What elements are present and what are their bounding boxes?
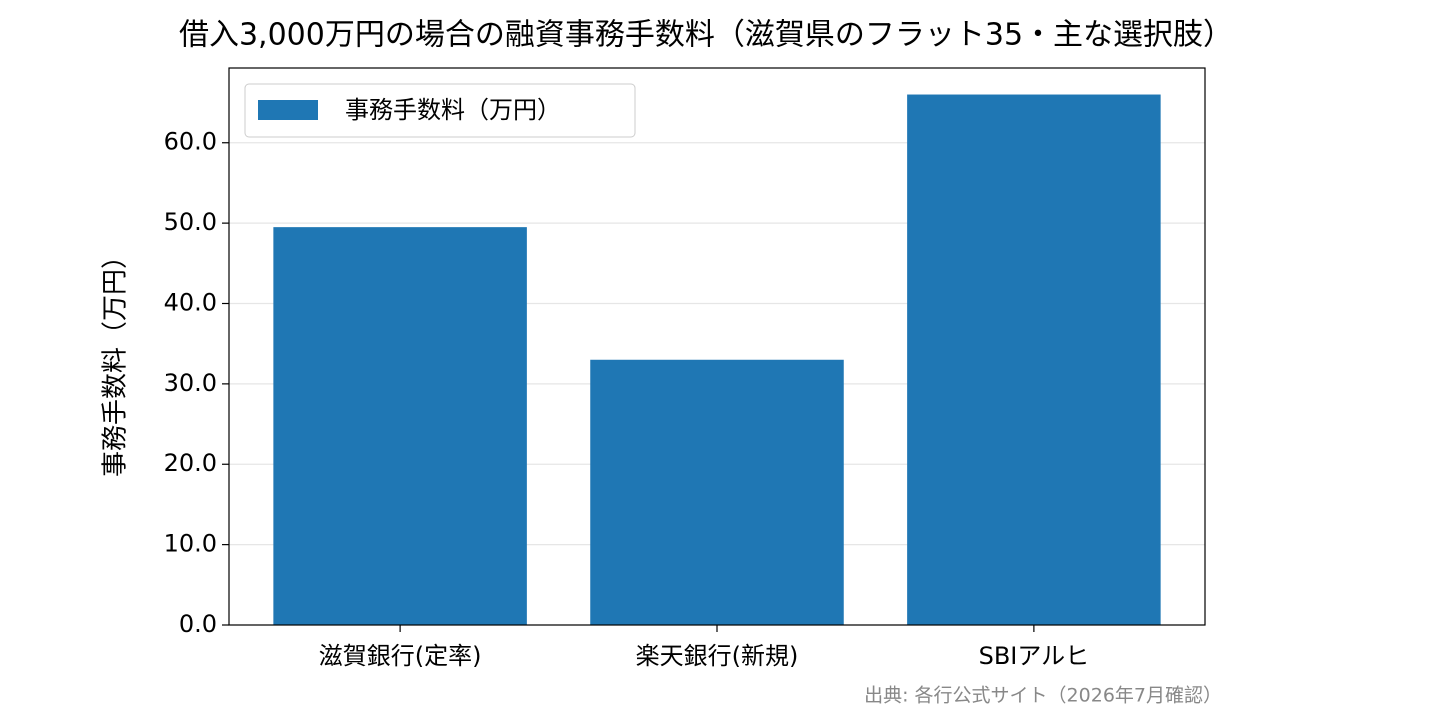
legend-label: 事務手数料（万円） — [345, 96, 561, 124]
y-axis-label: 事務手数料（万円） — [101, 243, 131, 477]
source-note: 出典: 各行公式サイト（2026年7月確認） — [864, 685, 1222, 707]
legend-box — [244, 83, 636, 138]
legend-swatch — [258, 100, 318, 120]
chart-title: 借入3,000万円の場合の融資事務手数料（滋賀県のフラット35・主な選択肢） — [179, 18, 1233, 53]
bar — [590, 359, 844, 625]
y-tick-label: 60.0 — [164, 128, 217, 156]
bar — [907, 94, 1161, 626]
y-tick-label: 40.0 — [164, 288, 217, 316]
x-tick-label: 楽天銀行(新規) — [636, 642, 799, 670]
y-tick-label: 0.0 — [179, 610, 217, 638]
x-tick-label: 滋賀銀行(定率) — [319, 642, 482, 670]
y-tick-label: 30.0 — [164, 369, 217, 397]
y-tick-label: 10.0 — [164, 530, 217, 558]
bar — [273, 227, 527, 625]
x-tick-label: SBIアルヒ — [979, 642, 1090, 670]
y-tick-label: 50.0 — [164, 208, 217, 236]
plot-frame — [228, 67, 1206, 626]
y-tick-label: 20.0 — [164, 449, 217, 477]
